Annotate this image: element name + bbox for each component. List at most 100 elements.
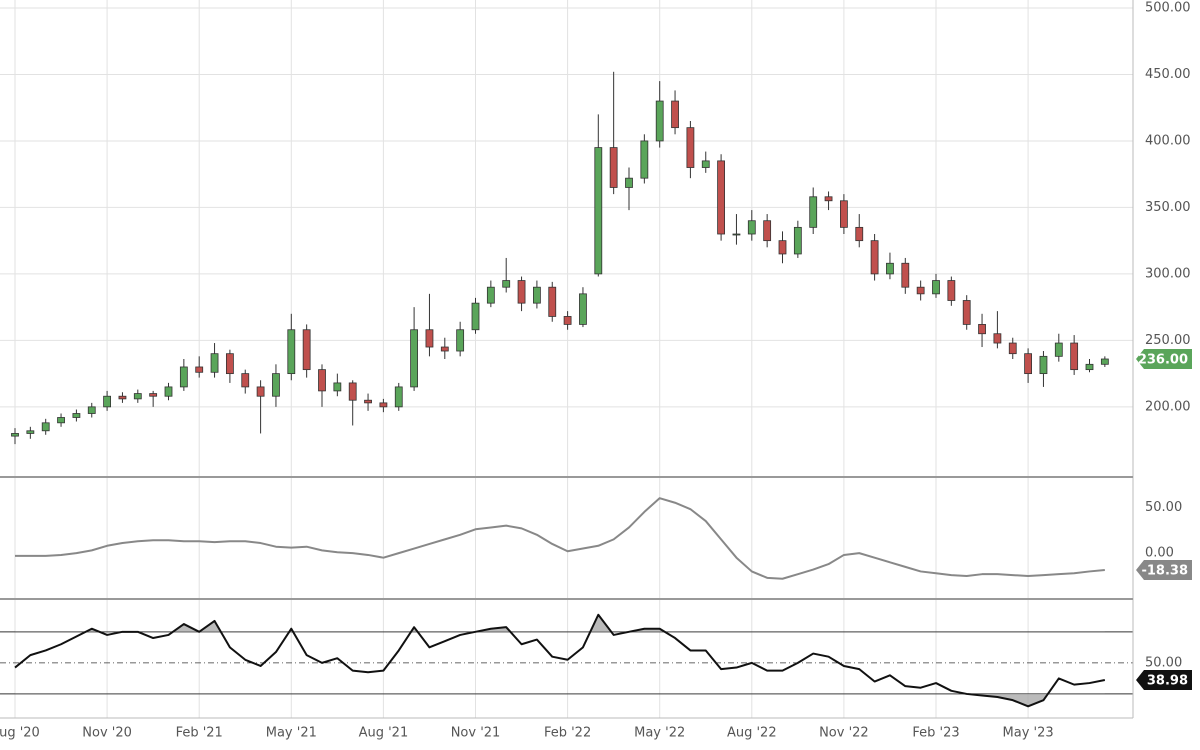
candle-body xyxy=(563,316,572,325)
y-tick-label: 350.00 xyxy=(1145,200,1191,215)
shade-area xyxy=(85,614,665,632)
x-tick-label: May '21 xyxy=(266,726,317,741)
candle-body xyxy=(425,329,434,348)
y-tick-label: 200.00 xyxy=(1145,399,1191,414)
y-tick-label: 500.00 xyxy=(1145,0,1191,15)
candle-body xyxy=(609,147,618,188)
y-tick-label: 50.00 xyxy=(1145,500,1182,515)
candle-body xyxy=(978,324,986,335)
x-tick-label: Feb '23 xyxy=(912,726,959,741)
y-tick-label: 400.00 xyxy=(1145,133,1191,148)
candle-body xyxy=(1085,363,1094,371)
y-tick-label: 300.00 xyxy=(1145,266,1191,281)
candle-body xyxy=(747,220,756,235)
candle-body xyxy=(886,262,894,275)
candle-body xyxy=(1054,342,1063,357)
candle-body xyxy=(149,393,158,397)
x-tick-label: Feb '21 xyxy=(176,726,223,741)
candle-body xyxy=(1100,358,1109,365)
candle-body xyxy=(133,393,142,400)
candle-body xyxy=(947,280,956,301)
x-tick-label: Nov '22 xyxy=(819,726,869,741)
candle-body xyxy=(118,395,127,400)
candle-body xyxy=(41,422,50,432)
x-tick-label: Aug '21 xyxy=(359,726,409,741)
candle-body xyxy=(410,329,419,388)
candle-body xyxy=(671,100,679,129)
candle-body xyxy=(1008,342,1017,355)
last-value-label: -18.38 xyxy=(1141,563,1188,578)
candle-body xyxy=(732,233,741,236)
candle-body xyxy=(793,226,802,255)
candle-body xyxy=(1024,353,1032,375)
candle-body xyxy=(348,382,357,401)
candle-body xyxy=(655,100,664,142)
candle-body xyxy=(855,226,864,242)
candle-body xyxy=(333,382,342,392)
candle-body xyxy=(164,386,173,397)
last-value-label: 38.98 xyxy=(1147,673,1188,688)
candle-body xyxy=(686,127,695,168)
candle-body xyxy=(809,196,818,228)
last-value-badge xyxy=(1136,559,1192,580)
candle-body xyxy=(717,160,725,235)
candle-body xyxy=(26,430,35,434)
x-tick-label: Nov '20 xyxy=(82,726,132,741)
candle-body xyxy=(932,280,940,295)
candle-body xyxy=(57,417,65,424)
candle-body xyxy=(548,286,557,317)
candle-body xyxy=(901,262,910,288)
candle-body xyxy=(640,140,649,179)
candle-body xyxy=(272,373,280,397)
candle-body xyxy=(87,406,96,414)
x-tick-label: Aug '20 xyxy=(0,726,40,741)
candle-body xyxy=(502,280,511,288)
candle-body xyxy=(840,200,848,228)
x-tick-label: May '23 xyxy=(1003,726,1054,741)
candle-body xyxy=(579,293,587,325)
candle-body xyxy=(778,240,787,255)
indicator-line xyxy=(14,613,1106,708)
candle-body xyxy=(379,402,388,408)
last-value-badge xyxy=(1136,669,1192,690)
y-tick-label: 0.00 xyxy=(1145,546,1174,561)
candle-body xyxy=(594,147,603,275)
candle-body xyxy=(287,329,296,375)
candle-body xyxy=(870,240,879,275)
x-tick-label: Nov '21 xyxy=(451,726,501,741)
x-tick-label: May '22 xyxy=(634,726,685,741)
last-value-label: 236.00 xyxy=(1138,352,1188,367)
candle-body xyxy=(486,286,495,304)
candle-body xyxy=(916,286,925,295)
y-tick-label: 450.00 xyxy=(1145,67,1191,82)
candle-body xyxy=(11,433,19,437)
candle-body xyxy=(533,286,541,304)
candle-body xyxy=(440,346,449,352)
candle-body xyxy=(302,329,311,371)
candle-body xyxy=(210,353,219,373)
shade-area xyxy=(966,693,1048,707)
candle-body xyxy=(456,329,465,352)
candle-body xyxy=(1070,342,1079,371)
candle-body xyxy=(1039,355,1048,375)
candle-body xyxy=(256,386,265,397)
candle-body xyxy=(241,373,250,388)
candle-body xyxy=(394,386,403,408)
candle-body xyxy=(763,220,772,242)
candle-body xyxy=(824,196,833,202)
candle-body xyxy=(625,177,633,188)
candle-body xyxy=(517,280,526,304)
last-value-badge xyxy=(1136,348,1192,369)
mark-layer xyxy=(11,71,1109,708)
indicator-line xyxy=(15,497,1105,580)
candle-body xyxy=(993,333,1002,344)
x-tick-label: Feb '22 xyxy=(544,726,591,741)
candle-body xyxy=(364,399,372,404)
x-tick-label: Aug '22 xyxy=(727,726,777,741)
candle-body xyxy=(318,369,326,392)
y-tick-label: 250.00 xyxy=(1145,333,1191,348)
candle-body xyxy=(225,353,234,375)
y-tick-label: 50.00 xyxy=(1145,655,1182,670)
